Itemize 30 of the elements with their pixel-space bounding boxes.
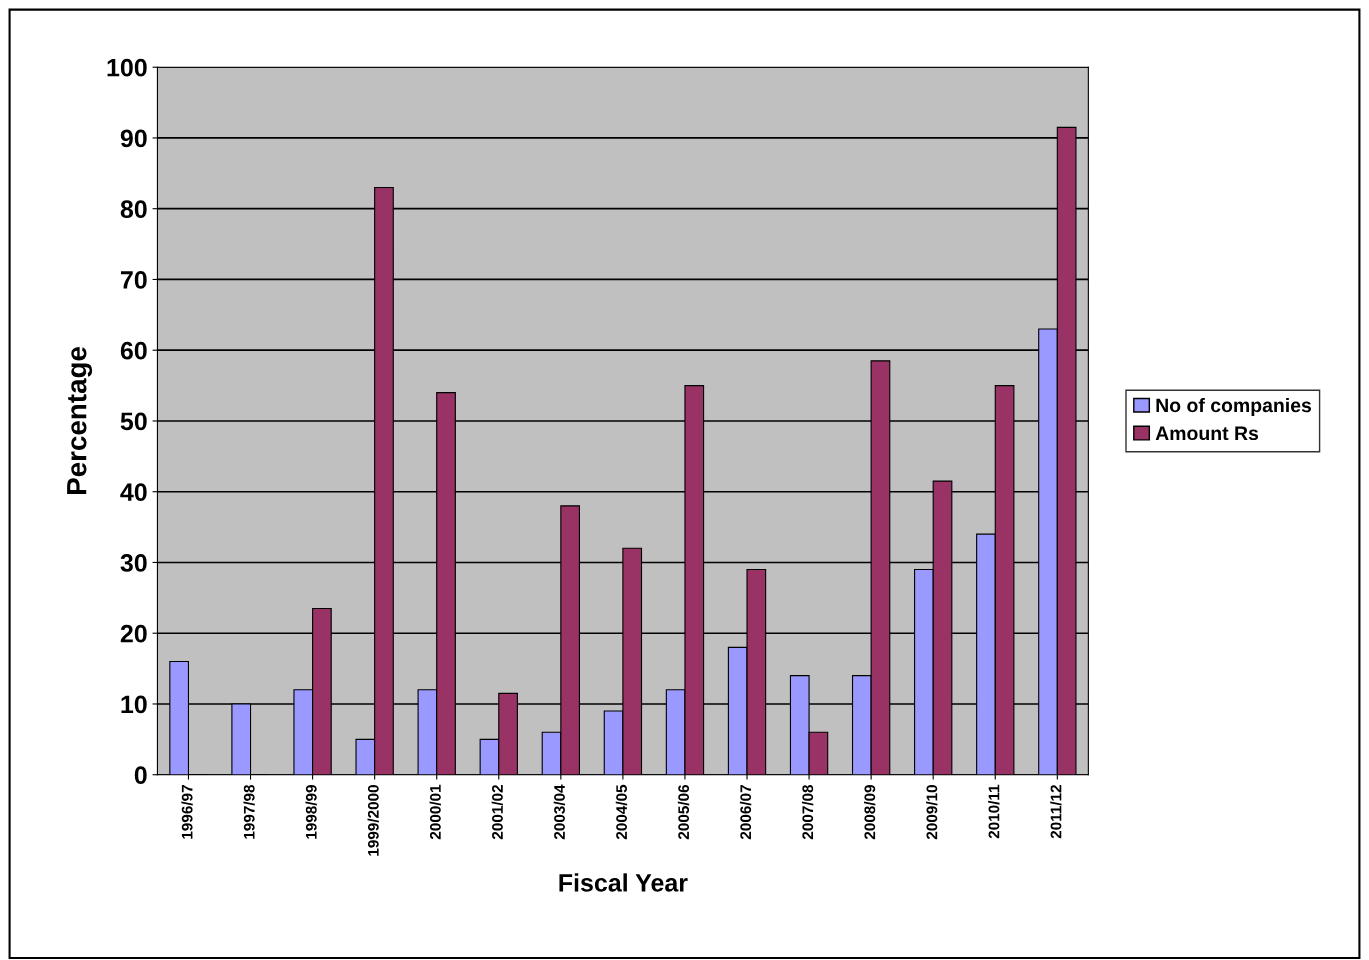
x-tick-label: 2007/08 — [801, 784, 814, 840]
y-tick-label: 100 — [107, 58, 147, 77]
y-tick-label: 90 — [120, 129, 147, 148]
x-tick-label: 1998/99 — [305, 785, 317, 839]
y-tick-label: 70 — [120, 271, 147, 289]
x-tick-label: 2000/01 — [429, 784, 441, 840]
x-tick-label: 2009/10 — [926, 785, 938, 840]
y-axis-title: Percentage — [67, 347, 93, 494]
y-tick-label: 0 — [134, 766, 147, 785]
y-tick-label: 40 — [120, 483, 147, 502]
y-tick-label: 50 — [120, 412, 147, 431]
x-tick-label: 2010/11 — [988, 784, 1000, 839]
y-tick-label: 30 — [120, 554, 147, 572]
x-tick-label: 2001/02 — [491, 785, 504, 840]
legend-label: No of companies — [1156, 397, 1312, 417]
y-tick-label: 60 — [120, 341, 147, 360]
x-tick-label: 1997/98 — [243, 784, 255, 839]
x-tick-label: 2004/05 — [615, 784, 628, 840]
x-tick-label: 2006/07 — [739, 785, 752, 840]
y-tick-label: 20 — [120, 624, 147, 643]
x-tick-label: 2005/06 — [677, 784, 690, 840]
x-tick-label: 1999/2000 — [367, 785, 379, 856]
x-tick-label: 2003/04 — [553, 784, 566, 840]
y-tick-label: 80 — [120, 200, 147, 219]
x-tick-label: 1996/97 — [181, 785, 193, 839]
x-tick-label: 2008/09 — [864, 785, 876, 840]
legend-label: Amount Rs — [1155, 426, 1259, 441]
y-tick-label: 10 — [121, 695, 147, 714]
x-tick-label: 2011/12 — [1050, 785, 1062, 839]
x-axis-title: Fiscal Year — [559, 873, 688, 892]
